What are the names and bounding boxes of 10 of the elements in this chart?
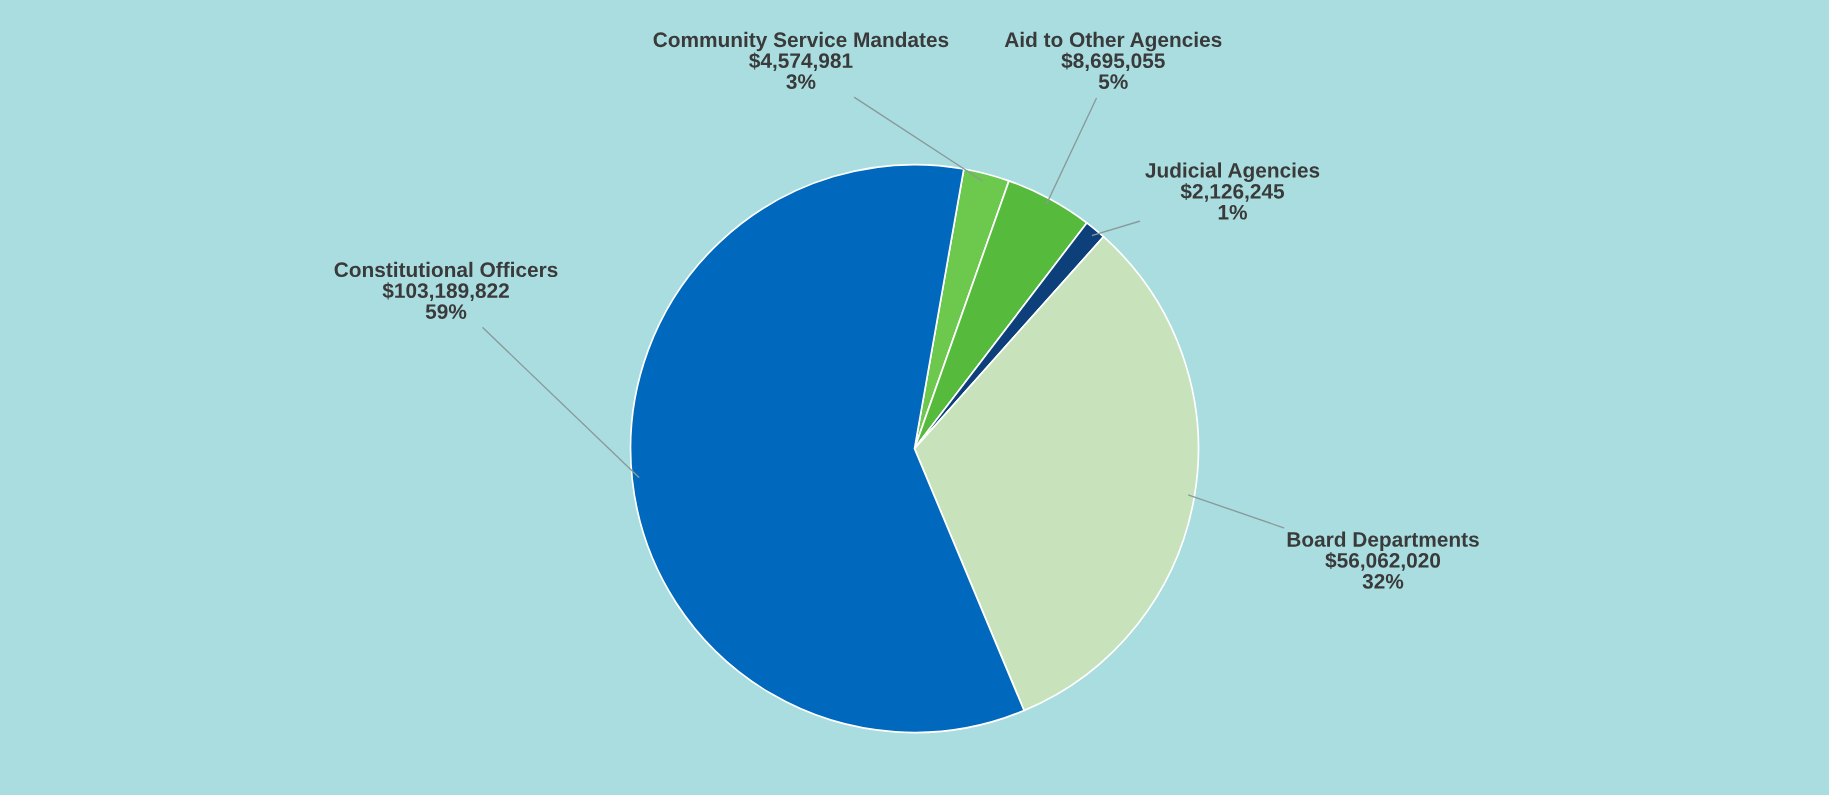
data-label: $4,574,981 3% (749, 52, 853, 90)
slice-label: Board Departments (1287, 531, 1479, 551)
data-label: $2,126,245 1% (1180, 183, 1285, 220)
data-label: $103,189,822 59% (382, 282, 509, 319)
data-label: $8,695,055 5% (1061, 52, 1165, 90)
slice-label: Constitutional Officers (334, 261, 558, 278)
slice-label: Aid to Other Agencies (1004, 31, 1222, 52)
data-label: $56,062,020 32% (1325, 552, 1441, 589)
slice-label: Community Service Mandates (653, 31, 949, 52)
slice-label: Judicial Agencies (1145, 162, 1320, 182)
